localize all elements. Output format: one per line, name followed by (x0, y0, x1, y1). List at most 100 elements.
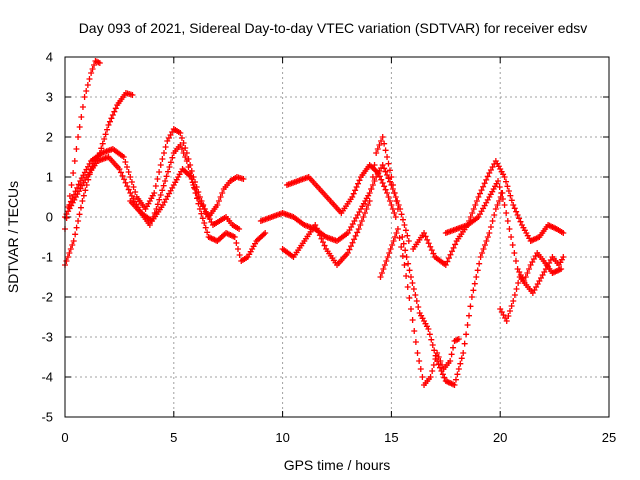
data-point (346, 246, 353, 253)
data-point (349, 239, 356, 246)
data-point (524, 270, 531, 276)
data-point (471, 280, 478, 287)
data-point (409, 317, 416, 323)
data-point (365, 202, 372, 208)
data-point (129, 92, 136, 98)
data-point (76, 211, 83, 218)
y-tick-label: -3 (41, 330, 53, 345)
data-point (109, 112, 116, 118)
data-point (374, 146, 381, 152)
data-point (458, 355, 465, 362)
y-tick-labels: -5 -4 -3 -2 -1 0 1 2 3 4 (41, 50, 53, 425)
data-point (352, 187, 359, 194)
data-point (484, 173, 491, 180)
data-point (376, 142, 383, 148)
data-point (466, 312, 473, 319)
data-point (128, 179, 135, 185)
data-point (204, 229, 211, 236)
data-point (511, 250, 518, 256)
data-point (156, 169, 163, 175)
data-point (393, 198, 400, 204)
data-point (73, 224, 80, 231)
data-point (406, 295, 413, 301)
data-point (122, 179, 129, 186)
data-point (70, 238, 77, 244)
x-tick-label: 20 (493, 430, 507, 445)
data-point (125, 186, 132, 193)
data-point (67, 246, 74, 252)
data-point (81, 94, 88, 100)
data-point (491, 212, 498, 218)
data-point (182, 154, 189, 160)
data-point (122, 159, 129, 165)
data-point (429, 342, 436, 348)
data-point (381, 140, 388, 147)
data-point (414, 350, 421, 356)
data-point (187, 162, 194, 168)
data-point (409, 280, 416, 286)
data-point (382, 147, 389, 154)
data-point (398, 244, 405, 250)
data-point (196, 206, 203, 212)
data-point (427, 243, 434, 250)
data-point (119, 172, 126, 179)
data-point (436, 364, 443, 371)
data-point (505, 188, 512, 194)
data-point (382, 186, 389, 193)
data-point (382, 168, 389, 175)
data-point (406, 267, 413, 274)
data-point (405, 238, 412, 244)
data-point (384, 154, 391, 160)
series-track-7 (283, 162, 399, 220)
data-point (117, 169, 124, 176)
data-point (450, 244, 457, 251)
data-point (450, 344, 457, 351)
data-point (388, 202, 395, 208)
data-point (369, 174, 376, 180)
data-point (503, 318, 510, 324)
data-point (384, 172, 391, 178)
data-point (378, 138, 385, 144)
data-point (318, 235, 325, 242)
data-point (151, 190, 158, 196)
data-point (417, 366, 424, 372)
data-point (183, 150, 190, 156)
data-point (481, 180, 488, 187)
data-point (366, 190, 373, 196)
data-point (452, 241, 459, 248)
data-point (407, 306, 414, 312)
data-point (154, 176, 161, 182)
data-point (513, 208, 520, 215)
data-point (77, 204, 84, 211)
data-point (480, 246, 487, 252)
data-point (560, 230, 567, 236)
data-point (484, 234, 491, 240)
data-point (398, 211, 405, 218)
data-point (379, 180, 386, 186)
data-point (481, 242, 488, 248)
data-point (472, 202, 479, 208)
data-point (195, 200, 202, 207)
data-point (354, 229, 361, 236)
data-point (477, 254, 484, 260)
data-point (393, 230, 400, 236)
x-axis-label: GPS time / hours (284, 457, 391, 473)
data-point (396, 235, 403, 241)
data-point (503, 178, 510, 185)
data-point (451, 382, 458, 388)
data-point (389, 206, 396, 212)
data-point (558, 266, 565, 272)
data-point (116, 166, 123, 172)
data-point (198, 210, 205, 217)
data-point (468, 294, 475, 300)
data-point (124, 164, 131, 170)
data-point (375, 170, 382, 176)
data-point (152, 183, 159, 189)
data-point (428, 336, 435, 343)
data-point (82, 187, 89, 194)
data-point (449, 248, 456, 255)
data-point (498, 190, 505, 196)
data-point (159, 156, 166, 162)
data-point (492, 206, 499, 212)
